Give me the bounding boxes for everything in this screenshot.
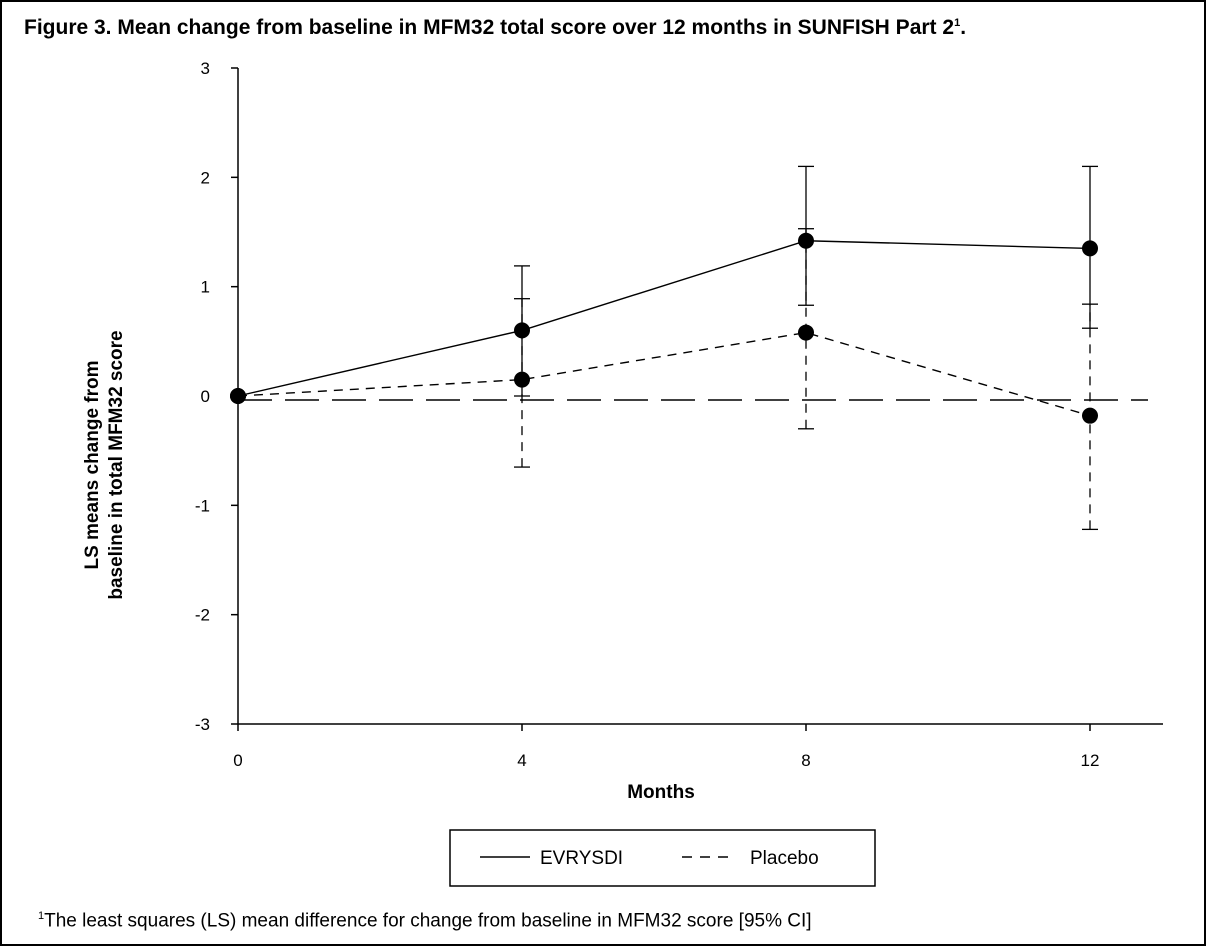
- y-tick-label: 2: [201, 168, 210, 187]
- y-axis-label-line: baseline in total MFM32 score: [106, 330, 127, 599]
- legend-box: [449, 829, 876, 887]
- placebo-line: [237, 331, 1091, 417]
- evrysdi-line: [237, 240, 1091, 397]
- y-tick-label: 3: [201, 59, 210, 78]
- title-end: .: [960, 16, 967, 39]
- footnote-text: The least squares (LS) mean difference f…: [44, 910, 812, 932]
- y-tick-label: 1: [201, 278, 210, 297]
- x-tick-label: 8: [801, 751, 810, 770]
- placebo-point: [514, 371, 530, 388]
- x-axis-label: Months: [627, 782, 695, 803]
- x-tick-label: 12: [1081, 751, 1100, 770]
- legend: EVRYSDI Placebo: [449, 829, 876, 887]
- legend-placebo-label: Placebo: [750, 848, 819, 869]
- footnote-superscript: 1: [38, 910, 45, 922]
- placebo-point: [1082, 407, 1098, 424]
- title-text: Figure 3. Mean change from baseline in M…: [24, 16, 955, 39]
- legend-evrysdi-label: EVRYSDI: [540, 848, 623, 869]
- placebo-point: [230, 388, 246, 404]
- title-superscript: 1: [954, 17, 961, 29]
- y-tick-label: 0: [201, 387, 210, 406]
- y-tick-label: -2: [195, 606, 210, 625]
- y-axis-label: LS means change from baseline in total MF…: [82, 330, 127, 599]
- evrysdi-point: [514, 322, 530, 339]
- series-group: [230, 165, 1098, 531]
- footnote: 1The least squares (LS) mean difference …: [38, 910, 812, 932]
- x-tick-label: 4: [517, 751, 526, 770]
- evrysdi-point: [798, 232, 814, 249]
- y-tick-label: -3: [195, 715, 210, 734]
- placebo-point: [798, 324, 814, 341]
- evrysdi-point: [1082, 240, 1098, 257]
- x-tick-label: 0: [233, 751, 242, 770]
- axes: 3 2 1 0 -1 -2 -3 0 4 8 12: [195, 59, 1163, 770]
- figure-title: Figure 3. Mean change from baseline in M…: [24, 16, 966, 40]
- y-axis-label-line: LS means change from: [82, 360, 103, 569]
- y-tick-label: -1: [195, 496, 210, 515]
